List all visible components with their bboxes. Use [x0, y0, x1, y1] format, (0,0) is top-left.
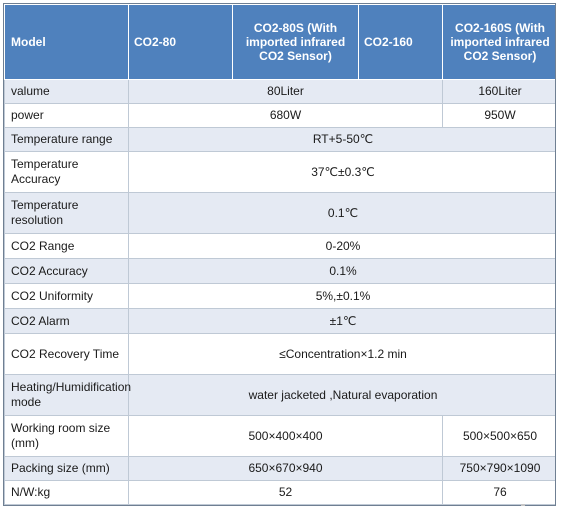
value-80-series: 500×400×400: [128, 415, 443, 457]
row-co2-uniformity: CO2 Uniformity 5%,±0.1%: [4, 283, 555, 309]
value-all-models: 0-20%: [128, 233, 555, 259]
row-heating-humidification-mode: Heating/Humidification mode water jacket…: [4, 374, 555, 416]
value-all-models: RT+5-50℃: [128, 127, 555, 152]
row-temperature-resolution: Temperature resolution 0.1℃: [4, 192, 555, 234]
row-co2-recovery-time: CO2 Recovery Time ≤Concentration×1.2 min: [4, 333, 555, 375]
corner-mark: [521, 504, 525, 506]
header-model-co2-160s: CO2-160S (With imported infrared CO2 Sen…: [442, 4, 555, 80]
row-power: power 680W 950W: [4, 103, 555, 128]
row-co2-accuracy: CO2 Accuracy 0.1%: [4, 258, 555, 284]
value-all-models: water jacketed ,Natural evaporation: [128, 374, 555, 416]
row-label: CO2 Alarm: [4, 308, 129, 334]
value-all-models: ≤Concentration×1.2 min: [128, 333, 555, 375]
row-label: Packing size (mm): [4, 456, 129, 481]
row-label: N/W:kg: [4, 480, 129, 505]
row-label: Temperature range: [4, 127, 129, 152]
row-label: valume: [4, 79, 129, 104]
value-160-series: 750×790×1090: [442, 456, 555, 481]
header-model-co2-80: CO2-80: [128, 4, 233, 80]
row-co2-alarm: CO2 Alarm ±1℃: [4, 308, 555, 334]
row-temperature-range: Temperature range RT+5-50℃: [4, 127, 555, 152]
header-model-label: Model: [4, 4, 129, 80]
row-co2-range: CO2 Range 0-20%: [4, 233, 555, 259]
row-label: Working room size (mm): [4, 415, 129, 457]
spec-table-frame: Model CO2-80 CO2-80S (With imported infr…: [3, 3, 556, 506]
row-temperature-accuracy: Temperature Accuracy 37℃±0.3℃: [4, 151, 555, 193]
value-160-series: 950W: [442, 103, 555, 128]
header-model-co2-80s: CO2-80S (With imported infrared CO2 Sens…: [232, 4, 359, 80]
value-160-series: 500×500×650: [442, 415, 555, 457]
row-label: Temperature resolution: [4, 192, 129, 234]
value-all-models: 0.1℃: [128, 192, 555, 234]
value-160-series: 76: [442, 480, 555, 505]
row-working-room-size: Working room size (mm) 500×400×400 500×5…: [4, 415, 555, 457]
row-label: CO2 Range: [4, 233, 129, 259]
row-label: Temperature Accuracy: [4, 151, 129, 193]
value-80-series: 52: [128, 480, 443, 505]
value-160-series: 160Liter: [442, 79, 555, 104]
value-80-series: 650×670×940: [128, 456, 443, 481]
row-label: CO2 Recovery Time: [4, 333, 129, 375]
value-80-series: 80Liter: [128, 79, 443, 104]
value-all-models: 37℃±0.3℃: [128, 151, 555, 193]
value-all-models: 5%,±0.1%: [128, 283, 555, 309]
row-net-weight: N/W:kg 52 76: [4, 480, 555, 505]
header-model-co2-160: CO2-160: [358, 4, 443, 80]
row-label: CO2 Uniformity: [4, 283, 129, 309]
row-packing-size: Packing size (mm) 650×670×940 750×790×10…: [4, 456, 555, 481]
value-80-series: 680W: [128, 103, 443, 128]
row-label: CO2 Accuracy: [4, 258, 129, 284]
row-label: Heating/Humidification mode: [4, 374, 131, 416]
value-all-models: 0.1%: [128, 258, 555, 284]
spec-table: Model CO2-80 CO2-80S (With imported infr…: [4, 4, 555, 505]
row-label: power: [4, 103, 129, 128]
header-row: Model CO2-80 CO2-80S (With imported infr…: [4, 4, 555, 80]
value-all-models: ±1℃: [128, 308, 555, 334]
row-volume: valume 80Liter 160Liter: [4, 79, 555, 104]
